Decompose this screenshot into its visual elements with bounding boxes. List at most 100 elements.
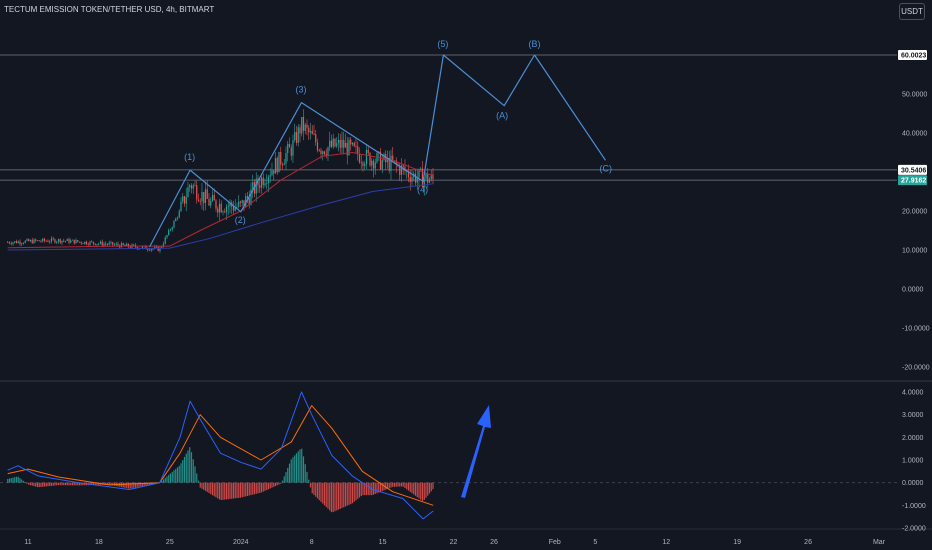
candle-body	[150, 249, 152, 251]
currency-button[interactable]: USDT	[899, 3, 925, 20]
candle-body	[85, 241, 88, 245]
macd-histogram-bar	[28, 482, 30, 485]
candle-body	[367, 149, 369, 153]
macd-histogram-bar	[141, 482, 144, 487]
candle-body	[17, 241, 19, 244]
candle-body	[63, 240, 65, 242]
price-axis-tick: 10.0000	[902, 248, 927, 255]
candle-body	[404, 166, 406, 172]
macd-histogram-bar	[378, 482, 380, 493]
candle-body	[344, 142, 347, 148]
macd-histogram-bar	[140, 482, 142, 487]
candle-body	[43, 238, 46, 241]
candle-body	[61, 240, 63, 243]
candle-body	[106, 244, 109, 245]
macd-histogram-bar	[234, 482, 236, 499]
macd-histogram-bar	[108, 482, 110, 485]
candle-body	[208, 198, 210, 206]
candle-body	[304, 124, 306, 131]
macd-histogram-bar	[399, 482, 401, 487]
macd-histogram-bar	[106, 482, 109, 485]
macd-histogram-bar	[423, 482, 425, 500]
time-axis-tick: 15	[379, 539, 387, 546]
candle-body	[383, 154, 385, 161]
macd-histogram-bar	[428, 482, 431, 494]
macd-histogram-bar	[10, 478, 12, 483]
macd-histogram-bar	[63, 482, 65, 486]
macd-histogram-bar	[337, 482, 340, 510]
macd-histogram-bar	[381, 482, 383, 492]
macd-histogram-bar	[339, 482, 341, 509]
candle-body	[38, 240, 40, 242]
macd-histogram-bar	[222, 482, 224, 500]
candle-body	[87, 244, 89, 246]
macd-histogram-bar	[42, 482, 44, 487]
candle-body	[365, 149, 368, 165]
macd-histogram-bar	[341, 482, 343, 509]
macd-histogram-bar	[355, 482, 357, 501]
macd-axis-tick: -1.0000	[902, 503, 926, 510]
candle-body	[323, 151, 326, 155]
macd-histogram-bar	[267, 482, 270, 490]
candle-body	[8, 242, 11, 244]
candle-body	[302, 117, 305, 131]
macd-histogram-bar	[71, 482, 74, 486]
candle-body	[290, 147, 292, 156]
macd-histogram-bar	[299, 449, 301, 483]
macd-histogram-bar	[348, 482, 350, 505]
candle-body	[159, 247, 161, 252]
candle-body	[59, 239, 61, 243]
candle-body	[218, 203, 221, 213]
candle-body	[360, 162, 362, 164]
macd-histogram-bar	[161, 480, 163, 483]
candle-body	[78, 241, 81, 243]
candle-body	[292, 140, 294, 156]
candle-body	[94, 243, 96, 246]
macd-histogram-bar	[360, 482, 362, 497]
candle-body	[278, 152, 280, 173]
macd-histogram-bar	[110, 482, 112, 486]
macd-histogram-bar	[350, 482, 352, 505]
macd-histogram-bar	[260, 482, 263, 493]
macd-histogram-bar	[409, 482, 411, 492]
candle-body	[213, 195, 215, 201]
macd-histogram-bar	[166, 476, 168, 483]
candle-body	[22, 243, 25, 244]
macd-histogram-bar	[68, 482, 70, 486]
macd-histogram-bar	[297, 451, 299, 483]
macd-histogram-bar	[369, 482, 371, 496]
macd-histogram-bar	[126, 482, 128, 489]
macd-histogram-bar	[8, 478, 11, 483]
macd-histogram-bar	[231, 482, 233, 499]
candle-body	[129, 246, 131, 248]
macd-histogram-bar	[322, 482, 324, 504]
macd-histogram-bar	[327, 482, 329, 509]
ma-red-line	[7, 152, 434, 249]
macd-histogram-bar	[208, 482, 210, 494]
candle-body	[64, 240, 67, 242]
macd-histogram-bar	[318, 482, 320, 501]
time-axis-tick: 11	[24, 539, 31, 546]
time-axis-tick: Feb	[549, 539, 561, 546]
macd-histogram-bar	[77, 482, 79, 486]
macd-histogram-bar	[189, 447, 191, 483]
macd-line	[7, 391, 434, 520]
macd-histogram-bar	[64, 482, 67, 486]
macd-histogram-bar	[325, 482, 327, 507]
candle-body	[157, 246, 159, 252]
macd-histogram-bar	[96, 482, 98, 485]
macd-histogram-bar	[425, 482, 427, 498]
candle-body	[175, 218, 177, 222]
candle-body	[255, 178, 257, 194]
macd-histogram-bar	[364, 482, 366, 496]
time-axis-tick: 12	[662, 539, 670, 546]
macd-histogram-bar	[47, 482, 49, 487]
macd-histogram-bar	[183, 456, 186, 483]
candle-body	[40, 241, 42, 243]
symbol-title: TECTUM EMISSION TOKEN/TETHER USD, 4h, BI…	[4, 5, 215, 14]
macd-histogram-bar	[367, 482, 369, 496]
macd-histogram-bar	[7, 478, 9, 483]
price-axis-tick: 40.0000	[902, 131, 927, 138]
candle-body	[99, 241, 102, 244]
